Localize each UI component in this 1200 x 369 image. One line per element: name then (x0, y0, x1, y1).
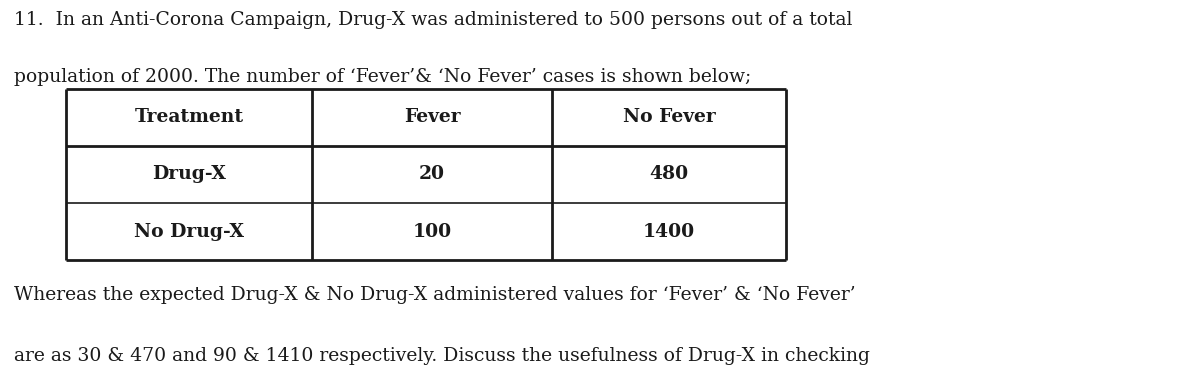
Text: No Fever: No Fever (623, 108, 715, 126)
Text: population of 2000. The number of ‘Fever’& ‘No Fever’ cases is shown below;: population of 2000. The number of ‘Fever… (14, 68, 751, 86)
Text: 11.  In an Anti-Corona Campaign, Drug-X was administered to 500 persons out of a: 11. In an Anti-Corona Campaign, Drug-X w… (14, 11, 853, 29)
Text: Fever: Fever (403, 108, 461, 126)
Text: Treatment: Treatment (134, 108, 244, 126)
Text: are as 30 & 470 and 90 & 1410 respectively. Discuss the usefulness of Drug-X in : are as 30 & 470 and 90 & 1410 respective… (14, 347, 870, 365)
Text: 100: 100 (413, 223, 451, 241)
Text: Whereas the expected Drug-X & No Drug-X administered values for ‘Fever’ & ‘No Fe: Whereas the expected Drug-X & No Drug-X … (14, 286, 856, 304)
Text: 480: 480 (649, 165, 689, 183)
Text: No Drug-X: No Drug-X (134, 223, 244, 241)
Text: 1400: 1400 (643, 223, 695, 241)
Text: 20: 20 (419, 165, 445, 183)
Text: Drug-X: Drug-X (152, 165, 226, 183)
